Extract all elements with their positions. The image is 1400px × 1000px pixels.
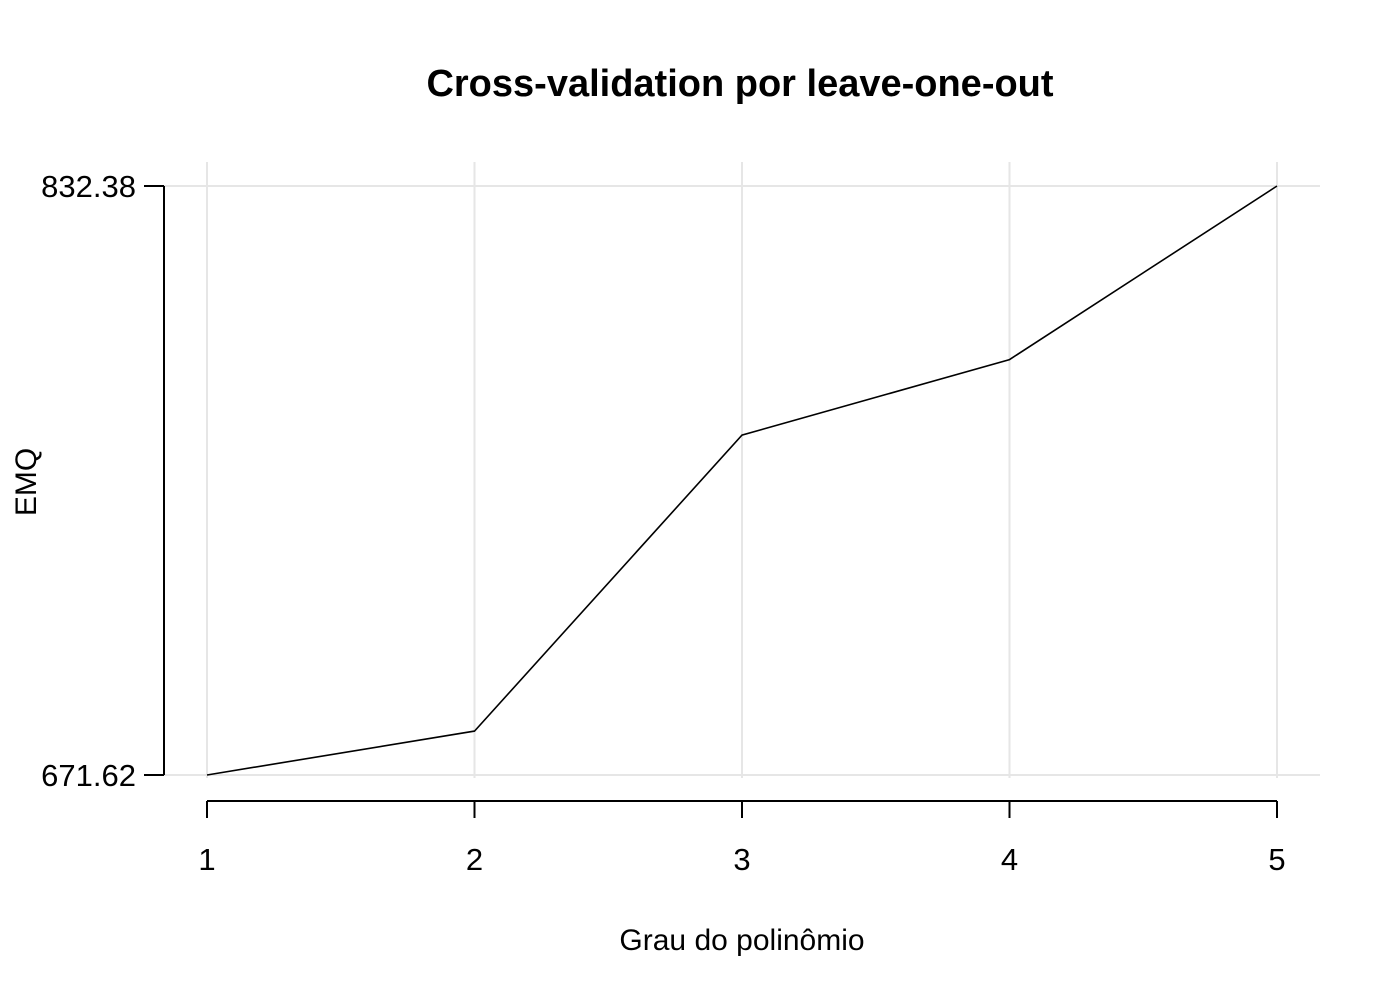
x-tick-label: 5 bbox=[1268, 842, 1285, 877]
grid bbox=[164, 162, 1320, 778]
x-axis-label: Grau do polinômio bbox=[619, 924, 864, 957]
x-tick-label: 1 bbox=[198, 842, 215, 877]
x-tick-label: 4 bbox=[1001, 842, 1018, 877]
y-axis-label: EMQ bbox=[10, 448, 43, 516]
chart-title: Cross-validation por leave-one-out bbox=[426, 63, 1053, 105]
x-axis-ticks: 1 2 3 4 5 bbox=[198, 801, 1286, 877]
x-tick-label: 2 bbox=[466, 842, 483, 877]
y-tick-label: 671.62 bbox=[41, 758, 136, 793]
x-tick-label: 3 bbox=[733, 842, 750, 877]
y-tick-label: 832.38 bbox=[41, 169, 136, 204]
y-axis-ticks: 832.38 671.62 bbox=[41, 169, 164, 793]
series-group bbox=[206, 185, 1278, 776]
series-line bbox=[206, 185, 1278, 776]
